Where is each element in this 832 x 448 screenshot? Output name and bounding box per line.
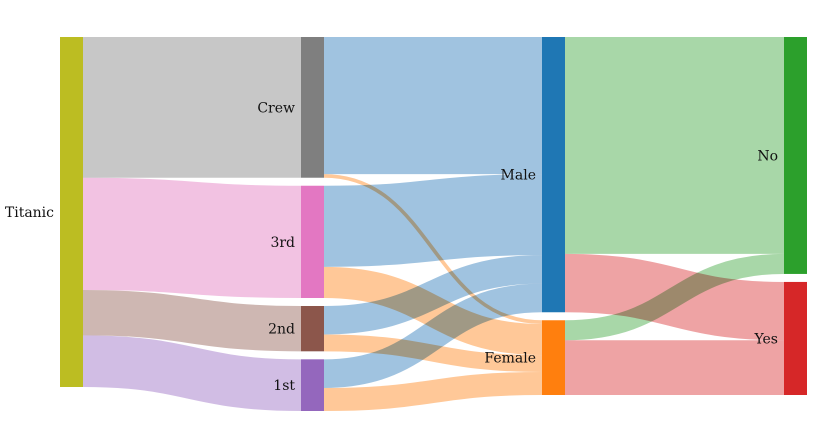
node-male	[542, 37, 565, 313]
node-label-male: Male	[501, 168, 536, 184]
link-third-to-female	[323, 266, 543, 356]
link-female-to-no	[564, 253, 785, 341]
node-titanic	[60, 37, 83, 387]
node-second	[301, 305, 324, 352]
node-label-crew: Crew	[257, 100, 295, 116]
sankey-labels: Titanic Crew 3rd 2nd 1st Male Female No Yes	[5, 100, 778, 394]
node-no	[784, 37, 807, 274]
link-titanic-to-second	[82, 289, 302, 352]
sankey-links	[82, 36, 785, 411]
node-label-female: Female	[484, 351, 536, 367]
node-label-titanic: Titanic	[5, 205, 54, 221]
link-second-to-male	[323, 255, 543, 335]
link-titanic-to-third	[82, 177, 302, 298]
node-label-third: 3rd	[270, 235, 295, 251]
node-yes	[784, 281, 807, 395]
node-label-yes: Yes	[754, 331, 779, 347]
node-female	[542, 320, 565, 395]
link-third-to-male	[323, 174, 543, 267]
node-crew	[301, 37, 324, 178]
link-second-to-female	[323, 334, 543, 372]
link-titanic-to-first	[82, 335, 302, 411]
sankey-nodes	[60, 37, 807, 411]
node-third	[301, 185, 324, 298]
node-label-second: 2nd	[268, 322, 295, 338]
node-label-no: No	[757, 148, 778, 164]
node-label-first: 1st	[273, 378, 295, 394]
link-first-to-male	[323, 283, 543, 388]
link-first-to-female	[323, 371, 543, 411]
node-first	[301, 359, 324, 411]
